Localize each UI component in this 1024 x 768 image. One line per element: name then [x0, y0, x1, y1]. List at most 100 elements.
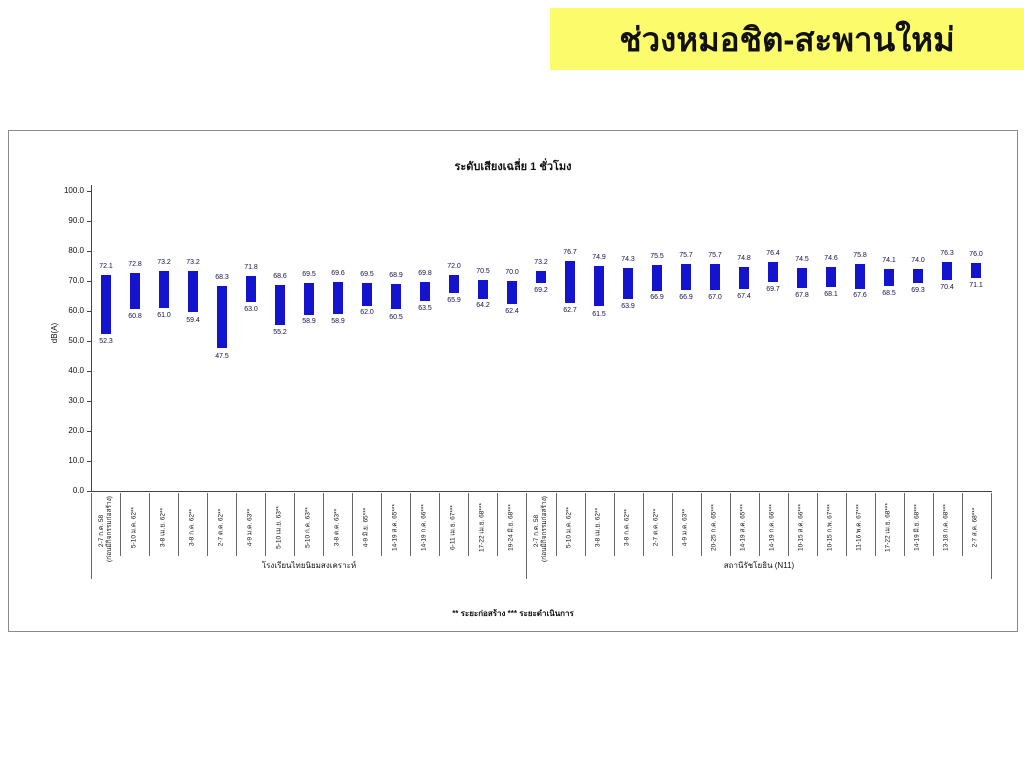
x-category-label: 2-7 ก.ค. 58 (ก่อนมีกิจกรรมก่อสร้าง) — [98, 496, 113, 562]
bar-max-label: 69.8 — [418, 270, 432, 277]
x-category-label: 14-19 มิ.ย. 68*** — [913, 504, 921, 551]
y-tick-label: 20.0 — [68, 426, 84, 435]
x-category-label: 13-18 ก.ค. 68*** — [942, 504, 950, 551]
x-category-label: 4-9 มิ.ย. 65*** — [362, 507, 370, 548]
bar-min-label: 63.5 — [418, 305, 432, 312]
bar-max-label: 68.6 — [273, 273, 287, 280]
bar-max-label: 72.0 — [447, 263, 461, 270]
category-separator — [323, 493, 324, 556]
y-tick-mark — [87, 371, 91, 372]
bar-min-label: 60.5 — [389, 314, 403, 321]
bar-max-label: 72.1 — [99, 263, 113, 270]
category-separator — [381, 493, 382, 556]
range-bar — [159, 271, 169, 308]
bar-max-label: 73.2 — [186, 259, 200, 266]
category-separator — [672, 493, 673, 556]
bar-max-label: 74.1 — [882, 257, 896, 264]
y-tick-mark — [87, 341, 91, 342]
category-separator — [556, 493, 557, 556]
bar-max-label: 72.8 — [128, 261, 142, 268]
range-bar — [942, 262, 952, 280]
station-group-label: สถานีรัชโยธิน (N11) — [723, 561, 795, 570]
bar-min-label: 67.0 — [708, 294, 722, 301]
range-bar — [304, 283, 314, 315]
bar-max-label: 69.5 — [302, 271, 316, 278]
range-bar — [246, 276, 256, 302]
y-tick-label: 50.0 — [68, 336, 84, 345]
bar-min-label: 59.4 — [186, 317, 200, 324]
range-bar — [217, 286, 227, 348]
range-bar — [652, 265, 662, 291]
category-separator — [410, 493, 411, 556]
x-category-label: 2-7 ส.ค. 68*** — [971, 507, 979, 548]
x-category-label: 14-19 ส.ค. 65*** — [739, 504, 747, 551]
bar-min-label: 47.5 — [215, 353, 229, 360]
x-category-label: 5-10 ม.ค. 62** — [565, 506, 573, 549]
x-category-label: 10-15 ก.พ. 67*** — [826, 504, 834, 551]
bar-min-label: 61.5 — [592, 311, 606, 318]
x-category-label: 3-8 ต.ค. 63** — [333, 508, 341, 547]
x-category-label: 3-8 ก.ค. 62** — [623, 508, 631, 547]
category-separator — [585, 493, 586, 556]
bar-max-label: 71.8 — [244, 264, 258, 271]
range-bar — [768, 262, 778, 282]
range-bar — [855, 264, 865, 289]
station-group-label: โรงเรียนไทยนิยมสงเคราะห์ — [261, 561, 357, 570]
x-category-label: 17-22 เม.ย. 68*** — [884, 503, 892, 552]
chart-footnote: ** ระยะก่อสร้าง *** ระยะดำเนินการ — [452, 609, 574, 618]
range-bar — [971, 263, 981, 278]
range-bar — [594, 266, 604, 306]
bar-min-label: 63.0 — [244, 306, 258, 313]
bar-min-label: 58.9 — [331, 318, 345, 325]
x-category-label: 19-24 มิ.ย. 68*** — [507, 504, 515, 551]
bar-max-label: 73.2 — [534, 259, 548, 266]
range-bar — [710, 264, 720, 290]
category-separator — [643, 493, 644, 556]
x-category-sublabel: (ก่อนมีกิจกรรมก่อสร้าง) — [540, 496, 548, 562]
bar-min-label: 69.2 — [534, 287, 548, 294]
category-separator — [265, 493, 266, 556]
bar-max-label: 75.5 — [650, 253, 664, 260]
range-bar — [449, 275, 459, 293]
section-title-text: ช่วงหมอชิต-สะพานใหม่ — [619, 20, 955, 58]
bar-max-label: 68.3 — [215, 274, 229, 281]
bar-min-label: 69.3 — [911, 287, 925, 294]
x-category-label: 2-7 ก.ค. 58 (ก่อนมีกิจกรรมก่อสร้าง) — [533, 496, 548, 562]
y-axis-line — [91, 185, 92, 491]
x-category-label: 3-8 เม.ย. 62** — [159, 507, 167, 548]
bar-max-label: 76.3 — [940, 250, 954, 257]
y-tick-mark — [87, 251, 91, 252]
bar-max-label: 68.9 — [389, 272, 403, 279]
y-tick-label: 70.0 — [68, 276, 84, 285]
bar-max-label: 70.0 — [505, 269, 519, 276]
category-separator — [788, 493, 789, 556]
x-category-label: 20-25 ก.ค. 65*** — [710, 504, 718, 551]
bar-max-label: 74.6 — [824, 255, 838, 262]
category-separator — [439, 493, 440, 556]
range-bar — [420, 282, 430, 301]
category-separator — [730, 493, 731, 556]
range-bar — [913, 269, 923, 283]
y-tick-mark — [87, 491, 91, 492]
x-category-label: 3-8 ก.ค. 62** — [188, 508, 196, 547]
x-category-label: 14-19 ส.ค. 65*** — [391, 504, 399, 551]
bar-max-label: 76.4 — [766, 250, 780, 257]
bar-max-label: 74.9 — [592, 254, 606, 261]
y-tick-mark — [87, 191, 91, 192]
y-tick-label: 80.0 — [68, 246, 84, 255]
range-bar — [391, 284, 401, 309]
x-category-label: 10-15 ส.ค. 66*** — [797, 504, 805, 551]
range-bar — [188, 271, 198, 312]
bar-min-label: 68.5 — [882, 290, 896, 297]
bar-min-label: 66.9 — [679, 294, 693, 301]
bar-max-label: 75.8 — [853, 252, 867, 259]
category-separator — [817, 493, 818, 556]
y-tick-mark — [87, 281, 91, 282]
bar-min-label: 61.0 — [157, 312, 171, 319]
y-tick-label: 100.0 — [63, 186, 84, 195]
x-category-label: 2-7 ต.ค. 62** — [217, 508, 225, 547]
range-bar — [826, 267, 836, 287]
range-bar — [797, 268, 807, 288]
bar-max-label: 74.8 — [737, 255, 751, 262]
